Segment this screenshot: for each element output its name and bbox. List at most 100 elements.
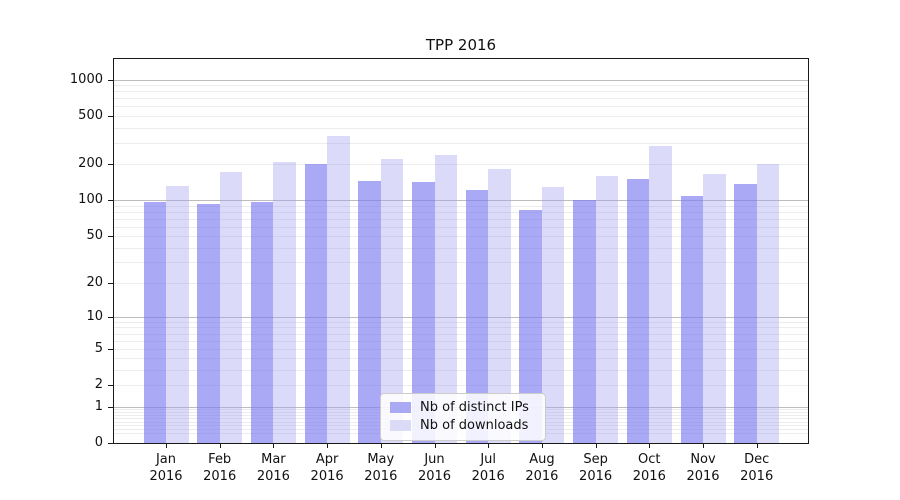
- minor-gridline: [114, 211, 808, 213]
- y-tick-label: 50: [86, 228, 103, 244]
- legend-swatch-distinct-ips: [390, 402, 411, 413]
- minor-gridline: [114, 282, 808, 284]
- x-tick-label-jun: Jun 2016: [417, 452, 452, 484]
- minor-gridline: [114, 327, 808, 329]
- x-tick-mark: [542, 444, 543, 448]
- bar-downloads-jun: [434, 155, 457, 443]
- legend-label-downloads: Nb of downloads: [420, 418, 529, 433]
- bar-distinct-ips-jul: [465, 189, 489, 443]
- bar-distinct-ips-nov: [680, 196, 703, 443]
- x-tick-mark: [381, 444, 382, 448]
- x-tick-mark: [220, 444, 221, 448]
- minor-gridline: [114, 358, 808, 360]
- minor-gridline: [114, 205, 808, 207]
- y-tick-mark: [108, 385, 113, 386]
- minor-gridline: [114, 385, 808, 387]
- bar-downloads-mar: [273, 161, 296, 443]
- x-tick-mark: [166, 444, 167, 448]
- x-tick-mark: [596, 444, 597, 448]
- x-tick-label-aug: Aug 2016: [525, 452, 559, 484]
- minor-gridline: [114, 321, 808, 323]
- minor-gridline: [114, 91, 808, 93]
- y-tick-label: 20: [86, 274, 103, 290]
- y-tick-mark: [108, 164, 113, 165]
- y-tick-mark: [108, 443, 113, 444]
- minor-gridline: [114, 98, 808, 100]
- x-tick-label-nov: Nov 2016: [686, 452, 720, 484]
- minor-gridline: [114, 226, 808, 228]
- minor-gridline: [114, 370, 808, 372]
- y-tick-mark: [108, 349, 113, 350]
- x-tick-mark: [273, 444, 274, 448]
- y-tick-label: 2: [94, 377, 103, 393]
- x-tick-mark: [703, 444, 704, 448]
- minor-gridline: [114, 236, 808, 238]
- minor-gridline: [114, 262, 808, 264]
- y-tick-label: 10: [86, 308, 103, 324]
- bar-downloads-dec: [756, 164, 780, 443]
- y-tick-label: 1000: [69, 71, 103, 87]
- y-tick-label: 200: [78, 156, 103, 171]
- bar-distinct-ips-feb: [197, 203, 220, 443]
- x-tick-label-feb: Feb 2016: [203, 452, 237, 484]
- minor-gridline: [114, 333, 808, 335]
- minor-gridline: [114, 106, 808, 108]
- minor-gridline: [114, 247, 808, 249]
- bar-distinct-ips-dec: [734, 184, 757, 443]
- chart-title: TPP 2016: [425, 36, 497, 54]
- legend: Nb of distinct IPs Nb of downloads: [380, 393, 546, 441]
- x-tick-mark: [757, 444, 758, 448]
- minor-gridline: [114, 127, 808, 129]
- bar-distinct-ips-sep: [573, 199, 596, 443]
- bar-downloads-apr: [327, 135, 350, 443]
- bar-distinct-ips-mar: [250, 201, 274, 443]
- bar-distinct-ips-jan: [143, 202, 166, 443]
- x-tick-label-oct: Oct 2016: [632, 452, 666, 484]
- x-tick-label-mar: Mar 2016: [256, 452, 290, 484]
- bar-downloads-jan: [166, 185, 189, 443]
- bar-distinct-ips-aug: [519, 209, 542, 443]
- bar-downloads-may: [380, 159, 404, 443]
- x-tick-mark: [435, 444, 436, 448]
- legend-label-distinct-ips: Nb of distinct IPs: [420, 400, 529, 415]
- major-gridline: [114, 79, 808, 81]
- x-tick-mark: [488, 444, 489, 448]
- minor-gridline: [114, 218, 808, 220]
- x-tick-label-dec: Dec 2016: [740, 452, 774, 484]
- bar-downloads-aug: [541, 186, 565, 443]
- minor-gridline: [114, 164, 808, 165]
- y-tick-label: 1: [94, 398, 103, 414]
- bar-distinct-ips-may: [358, 180, 381, 443]
- bar-distinct-ips-jun: [412, 181, 435, 443]
- bar-downloads-jul: [488, 168, 511, 443]
- plot-area: Nb of distinct IPs Nb of downloads: [113, 58, 809, 444]
- y-tick-mark: [108, 407, 113, 408]
- bar-distinct-ips-apr: [304, 164, 328, 443]
- y-tick-mark: [108, 116, 113, 117]
- y-tick-label: 100: [78, 192, 103, 208]
- bar-downloads-sep: [595, 176, 619, 443]
- y-tick-mark: [108, 236, 113, 237]
- y-tick-mark: [108, 200, 113, 201]
- legend-swatch-downloads: [390, 420, 411, 431]
- legend-item-distinct-ips: Nb of distinct IPs: [390, 399, 535, 416]
- x-tick-label-jul: Jul 2016: [471, 452, 505, 484]
- x-tick-label-may: May 2016: [364, 452, 398, 484]
- x-tick-label-jan: Jan 2016: [149, 452, 183, 484]
- x-tick-label-apr: Apr 2016: [310, 452, 344, 484]
- x-tick-mark: [649, 444, 650, 448]
- y-tick-label: 0: [94, 435, 103, 450]
- minor-gridline: [114, 85, 808, 87]
- y-tick-label: 5: [94, 340, 103, 356]
- major-gridline: [114, 316, 808, 318]
- y-tick-mark: [108, 80, 113, 81]
- bar-downloads-oct: [649, 146, 672, 443]
- legend-item-downloads: Nb of downloads: [390, 417, 535, 434]
- minor-gridline: [114, 142, 808, 144]
- x-tick-mark: [327, 444, 328, 448]
- y-tick-mark: [108, 317, 113, 318]
- bar-downloads-feb: [219, 171, 243, 443]
- minor-gridline: [114, 348, 808, 350]
- y-tick-mark: [108, 283, 113, 284]
